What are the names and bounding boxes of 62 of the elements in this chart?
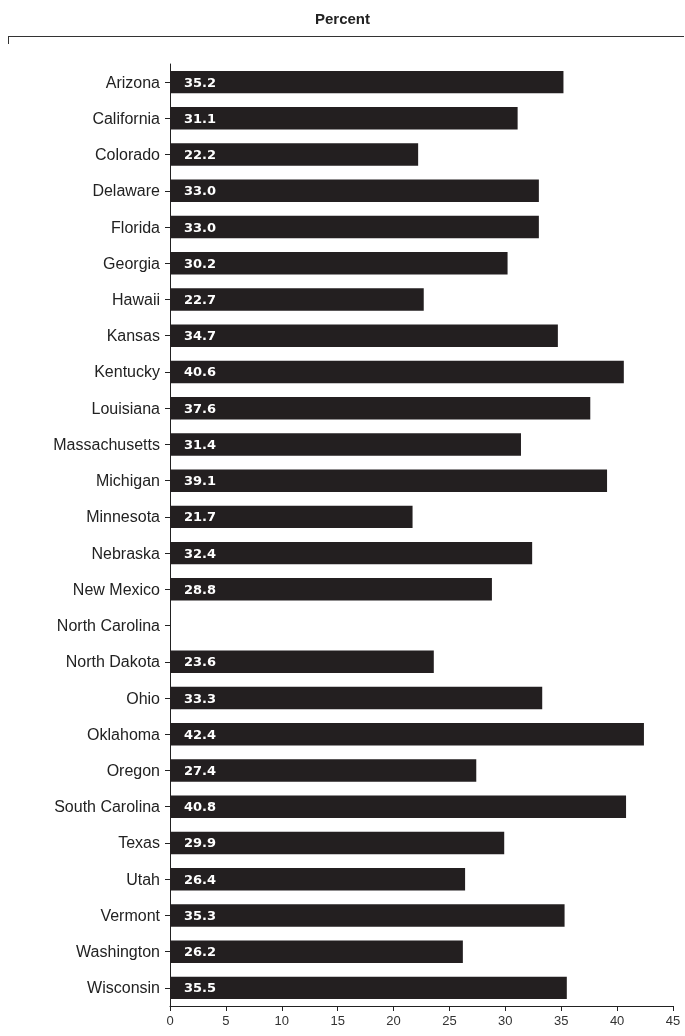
data-label: 33.3 xyxy=(184,690,217,706)
x-tick-label: 20 xyxy=(386,1013,401,1028)
data-label: 35.3 xyxy=(184,907,217,923)
y-tick-label: Nebraska xyxy=(91,544,161,562)
y-tick-label: Kentucky xyxy=(94,363,160,381)
y-tick-label: Hawaii xyxy=(111,291,160,308)
y-tick-label: North Carolina xyxy=(56,617,161,635)
data-label: 31.4 xyxy=(184,436,217,452)
x-tick-label: 35 xyxy=(553,1013,569,1028)
y-tick-label: Texas xyxy=(118,834,160,852)
x-tick-label: 25 xyxy=(442,1013,457,1028)
y-tick-label: Washington xyxy=(76,943,160,961)
y-tick-label: North Dakota xyxy=(65,653,161,671)
y-tick-label: California xyxy=(92,109,161,127)
data-label: 35.2 xyxy=(184,74,217,90)
x-tick-label: 30 xyxy=(498,1013,513,1028)
data-label: 40.6 xyxy=(184,364,217,380)
data-label: 37.6 xyxy=(184,400,217,416)
data-label: 32.4 xyxy=(184,545,217,561)
data-label: 30.2 xyxy=(184,255,217,271)
y-tick-label: New Mexico xyxy=(72,580,161,598)
data-label: 26.4 xyxy=(184,871,217,887)
x-tick-label: 40 xyxy=(609,1013,625,1028)
y-tick-label: Arizona xyxy=(105,73,161,91)
y-tick-label: Utah xyxy=(126,870,160,888)
y-tick-label: Georgia xyxy=(103,254,161,272)
data-label: 22.2 xyxy=(184,147,217,163)
x-tick-label: 10 xyxy=(274,1013,290,1028)
x-tick-label: 15 xyxy=(330,1013,345,1028)
data-label: 42.4 xyxy=(184,726,217,742)
y-tick-label: Oregon xyxy=(106,762,160,779)
y-tick-label: Massachusetts xyxy=(53,435,160,453)
y-tick-label: Kansas xyxy=(106,327,160,345)
data-label: 35.5 xyxy=(184,980,217,996)
x-tick-label: 5 xyxy=(222,1013,230,1028)
y-tick-label: Michigan xyxy=(95,472,160,490)
y-tick-label: Wisconsin xyxy=(87,979,160,997)
data-label: 33.0 xyxy=(184,219,217,235)
y-tick-label: Florida xyxy=(111,218,161,236)
data-label: 34.7 xyxy=(184,328,217,344)
data-label: 27.4 xyxy=(184,763,217,778)
data-label: 21.7 xyxy=(184,509,217,525)
y-tick-label: Oklahoma xyxy=(87,725,161,743)
x-axis-title: Percent xyxy=(314,10,371,27)
data-label: 23.6 xyxy=(184,654,217,670)
y-tick-label: Ohio xyxy=(126,689,161,707)
data-label: 28.8 xyxy=(184,581,217,597)
y-tick-label: Vermont xyxy=(100,906,161,924)
y-tick-label: Louisiana xyxy=(91,399,161,417)
y-tick-label: Delaware xyxy=(92,182,161,200)
x-tick-label: 45 xyxy=(665,1013,681,1028)
data-label: 39.1 xyxy=(184,473,217,489)
data-label: 40.8 xyxy=(184,799,217,815)
data-label: 22.7 xyxy=(184,292,217,307)
y-tick-label: Colorado xyxy=(95,146,161,164)
data-label: 26.2 xyxy=(184,944,217,960)
data-label: 31.1 xyxy=(184,110,217,126)
y-tick-label: South Carolina xyxy=(54,798,161,816)
x-tick-label: 0 xyxy=(166,1013,174,1028)
data-label: 29.9 xyxy=(184,835,217,851)
y-tick-label: Minnesota xyxy=(86,508,161,526)
data-label: 33.0 xyxy=(184,183,217,199)
